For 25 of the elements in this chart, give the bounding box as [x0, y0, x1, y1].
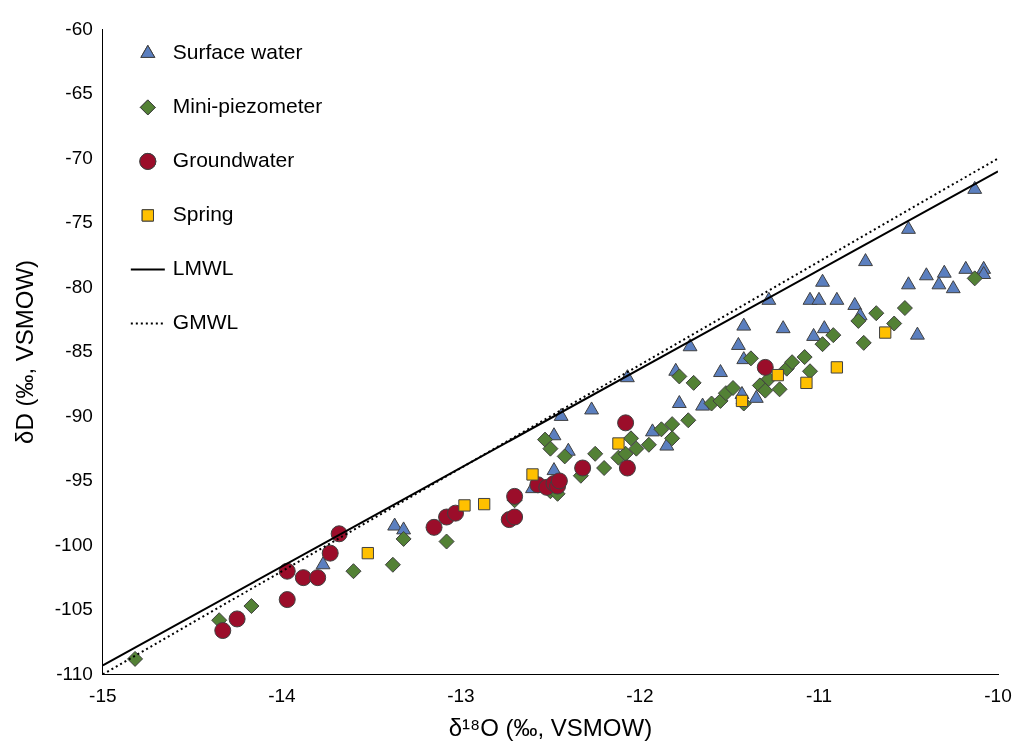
y-tick-label: -75 [65, 211, 93, 233]
y-tick-label: -95 [65, 469, 93, 491]
legend-label: Spring [172, 202, 234, 226]
x-tick-label: -14 [268, 685, 297, 707]
x-tick-label: -11 [805, 685, 832, 707]
y-tick-label: -90 [65, 404, 93, 426]
y-tick-label: -65 [65, 82, 93, 104]
y-tick-label: -100 [54, 533, 93, 555]
y-tick-label: -80 [65, 275, 93, 297]
x-axis-title: δ¹⁸O (‰, VSMOW) [448, 714, 653, 742]
y-tick-label: -70 [65, 146, 93, 168]
y-tick-label: -105 [54, 598, 93, 620]
legend-label: Mini-piezometer [172, 94, 323, 118]
y-tick-label: -85 [65, 340, 93, 362]
legend-label: Surface water [172, 40, 303, 64]
legend-label: GMWL [172, 310, 239, 334]
y-axis-title: δD (‰, VSMOW) [11, 259, 39, 444]
y-tick-label: -110 [56, 662, 93, 684]
x-tick-label: -12 [626, 685, 654, 707]
x-tick-label: -10 [984, 685, 1012, 707]
x-tick-label: -13 [447, 685, 475, 707]
y-tick-label: -60 [65, 17, 93, 39]
legend-label: LMWL [172, 256, 234, 280]
x-tick-label: -15 [89, 685, 117, 707]
legend-label: Groundwater [172, 148, 295, 172]
